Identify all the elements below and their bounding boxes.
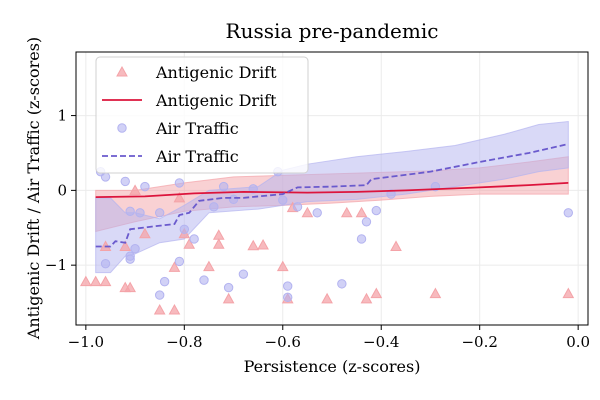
air-traffic-point	[248, 184, 258, 194]
antigenic-drift-point	[139, 227, 151, 239]
legend-marker-triangle	[116, 65, 128, 77]
air-traffic-point	[371, 205, 382, 216]
trend-lines	[95, 143, 569, 248]
antigenic-drift-point	[429, 287, 442, 299]
antigenic-drift-point	[168, 261, 181, 272]
air-traffic-point	[223, 282, 234, 293]
air-traffic-point	[154, 208, 165, 218]
confidence-band	[95, 121, 569, 274]
antigenic-drift-point	[183, 238, 196, 249]
x-tick-label: −0.4	[363, 333, 399, 351]
air-traffic-point	[218, 181, 229, 192]
air-traffic-point	[174, 178, 185, 188]
antigenic-drift-line	[95, 181, 569, 199]
legend-box	[95, 56, 309, 174]
air-traffic-point	[282, 292, 293, 303]
air-traffic-point	[228, 194, 239, 205]
antigenic-drift-point	[124, 281, 137, 293]
legend-label: Air Traffic	[155, 147, 239, 166]
air-traffic-point	[100, 172, 111, 182]
legend-label: Air Traffic	[155, 119, 239, 138]
air-traffic-point	[292, 202, 303, 212]
antigenic-drift-point	[119, 240, 132, 251]
legend-marker-circle	[117, 123, 127, 133]
legend-label: Antigenic Drift	[155, 91, 277, 110]
legend-label: Antigenic Drift	[155, 63, 277, 82]
y-tick-label: 1	[57, 107, 67, 125]
x-tick-label: 0.0	[566, 333, 590, 351]
antigenic-drift-point	[222, 292, 235, 304]
antigenic-drift-point	[247, 239, 260, 251]
antigenic-drift-point	[212, 238, 225, 249]
scatter-points	[79, 166, 575, 315]
air-traffic-point	[278, 195, 288, 205]
air-traffic-point	[199, 275, 209, 285]
antigenic-drift-point	[203, 260, 215, 272]
legend: Antigenic Drift Antigenic Drift Air Traffi…	[95, 56, 309, 174]
air-traffic-point	[130, 244, 140, 254]
air-traffic-point	[337, 279, 347, 289]
axis-ticks: −1.0 −0.8 −0.6 −0.4 −0.2 0.0 −1 0 1	[45, 107, 590, 351]
antigenic-drift-point	[89, 275, 102, 287]
air-traffic-point	[282, 281, 293, 291]
air-traffic-point	[361, 217, 372, 227]
air-traffic-point	[125, 206, 135, 217]
antigenic-drift-point	[276, 260, 289, 272]
x-axis-label: Persistence (z-scores)	[244, 357, 421, 376]
air-traffic-point	[120, 176, 130, 187]
air-traffic-point	[140, 181, 150, 192]
antigenic-drift-point	[390, 240, 402, 251]
antigenic-drift-point	[355, 206, 368, 218]
antigenic-drift-point	[153, 304, 166, 315]
air-traffic-point	[100, 258, 111, 269]
x-tick-label: −0.2	[461, 333, 497, 351]
air-traffic-point	[386, 189, 396, 199]
y-axis-label: Antigenic Drift / Air Traffic (z-scores)	[24, 37, 43, 340]
antigenic-drift-point	[301, 206, 314, 218]
air-traffic-point	[125, 254, 135, 264]
x-tick-label: −0.6	[265, 333, 301, 351]
antigenic-drift-point	[321, 292, 333, 304]
x-tick-label: −1.0	[68, 333, 104, 351]
antigenic-drift-point	[129, 184, 141, 195]
air-traffic-point	[238, 269, 249, 279]
antigenic-drift-point	[562, 287, 575, 299]
antigenic-drift-point	[370, 287, 383, 299]
antigenic-drift-point	[99, 275, 112, 287]
air-traffic-point	[159, 276, 170, 287]
air-traffic-point	[189, 234, 199, 244]
air-traffic-point	[174, 256, 185, 267]
air-traffic-point	[179, 224, 190, 234]
antigenic-drift-point	[360, 292, 373, 304]
air-traffic-point	[154, 290, 165, 300]
antigenic-drift-point	[168, 304, 181, 315]
y-tick-label: 0	[57, 181, 67, 199]
antigenic-drift-point	[257, 238, 269, 250]
air-traffic-point	[312, 208, 322, 218]
x-tick-label: −0.8	[166, 333, 202, 351]
air-traffic-point	[563, 208, 574, 218]
chart-title: Russia pre-pandemic	[226, 19, 439, 43]
antigenic-drift-point	[173, 191, 186, 203]
air-traffic-point	[209, 202, 219, 212]
plot-frame	[75, 51, 589, 326]
y-tick-label: −1	[45, 256, 67, 274]
antigenic-drift-point	[340, 206, 353, 218]
air-traffic-line	[95, 143, 569, 248]
air-traffic-point	[356, 234, 367, 244]
air-traffic-point	[135, 208, 145, 218]
antigenic-drift-point	[79, 275, 92, 287]
